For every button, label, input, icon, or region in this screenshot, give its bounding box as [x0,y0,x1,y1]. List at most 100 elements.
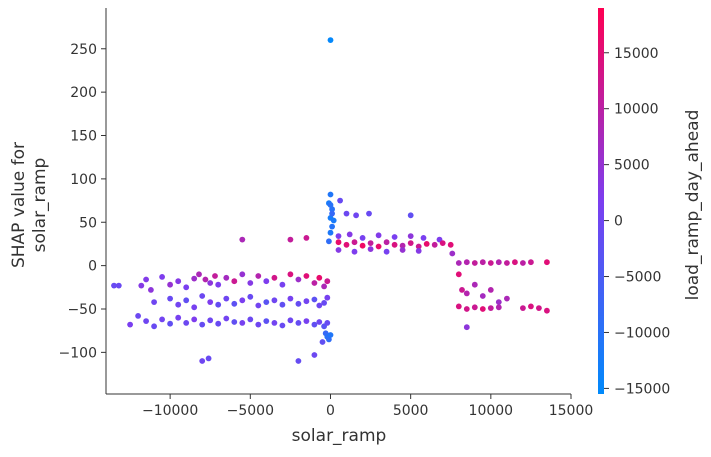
data-point [346,231,353,238]
y-tick-label: 0 [88,259,97,275]
data-point [366,210,372,217]
data-point [311,352,318,358]
data-point [326,238,332,245]
data-point [463,290,470,297]
data-point [295,300,302,307]
scatter-points [111,37,550,364]
data-point [183,297,190,304]
data-point [343,210,350,217]
data-point [329,210,335,217]
data-point [295,320,302,326]
x-axis-ticks: −10000 −5000 0 5000 10000 15000 [142,394,593,419]
data-point [375,243,382,250]
data-point [383,239,390,246]
data-point [335,239,342,246]
colorbar-tick-label: −5000 [614,270,661,286]
data-point [471,260,478,266]
data-point [215,320,222,327]
data-point [544,307,550,314]
data-point [367,240,374,247]
data-point [324,294,331,301]
data-point [327,202,334,208]
data-point [351,248,358,255]
colorbar-tick-label: 0 [614,214,623,230]
y-tick-label: 250 [70,42,97,58]
data-point [463,259,470,266]
data-point [420,235,427,241]
data-point [359,242,366,249]
data-point [295,358,302,364]
data-point [271,320,278,326]
data-point [271,274,278,281]
data-point [212,273,218,279]
data-point [316,319,323,325]
data-point [479,259,486,266]
data-point [495,304,502,311]
data-point [138,282,145,289]
y-tick-label: −50 [67,302,97,318]
data-point [431,241,438,248]
data-point [287,271,294,278]
data-point [311,280,318,286]
data-point [151,299,158,305]
y-axis-label-line2: solar_ramp [30,158,50,253]
data-point [391,241,398,248]
data-point [255,273,262,279]
data-point [487,287,494,293]
colorbar-tick-label: 15000 [614,46,659,62]
data-point [463,324,470,331]
data-point [455,271,462,278]
data-point [495,259,502,266]
data-point [399,247,406,253]
data-point [223,295,230,302]
data-point [471,281,478,288]
x-tick-label: −10000 [142,403,198,419]
data-point [512,259,518,266]
y-axis-ticks: −100 −50 0 50 100 150 200 250 [59,42,106,361]
data-point [191,275,198,282]
data-point [327,332,334,338]
data-point [487,305,494,311]
data-point [167,281,174,288]
data-point [447,241,454,248]
data-point [329,223,335,230]
data-point [183,284,190,291]
data-point [207,280,214,286]
data-point [199,358,206,364]
data-point [199,321,206,328]
data-point [399,242,406,249]
data-point [303,273,310,279]
y-tick-label: −100 [59,345,97,361]
data-point [343,241,350,248]
data-point [536,305,542,311]
data-point [263,318,270,324]
x-tick-label: 0 [326,403,335,419]
data-point [159,316,166,323]
data-point [455,303,462,310]
data-point [175,301,182,308]
data-point [528,303,534,310]
data-point [520,305,526,311]
data-point [279,322,286,329]
data-point [263,299,270,305]
x-tick-label: 15000 [549,403,594,419]
data-point [287,317,294,324]
data-point [330,217,337,224]
data-point [151,323,158,330]
data-point [303,318,310,324]
data-point [183,320,190,326]
data-point [324,320,331,326]
data-point [383,248,390,255]
data-point [279,281,286,288]
data-point [159,274,166,280]
data-point [407,233,414,240]
data-point [439,240,446,247]
data-point [191,316,198,323]
data-point [127,321,133,328]
data-point [415,248,422,254]
data-point [303,298,310,305]
data-point [239,236,246,243]
data-point [495,299,502,305]
